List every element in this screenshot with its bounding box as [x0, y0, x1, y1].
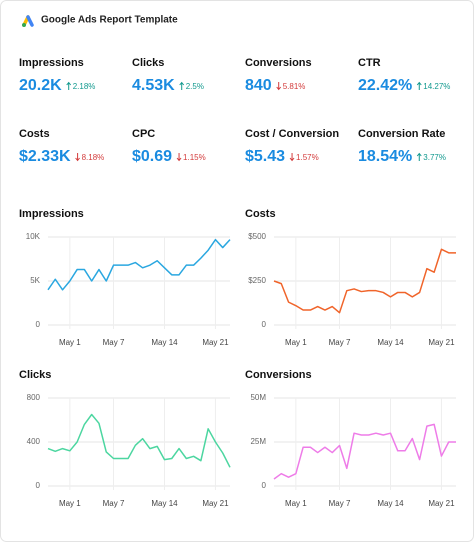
kpi-value: $2.33K [19, 148, 71, 165]
x-tick-label: May 14 [151, 499, 178, 508]
kpi-label: Cost / Conversion [245, 128, 339, 140]
x-tick-label: May 21 [202, 338, 229, 347]
change-arrow [276, 82, 282, 91]
x-tick-label: May 21 [428, 499, 455, 508]
x-tick-label: May 7 [329, 338, 351, 347]
x-tick-label: May 7 [329, 499, 351, 508]
x-tick-label: May 7 [103, 499, 125, 508]
y-tick-label: 25M [250, 437, 266, 446]
x-tick-label: May 7 [103, 338, 125, 347]
kpi-value: $0.69 [132, 148, 172, 165]
y-tick-label: 0 [262, 481, 267, 490]
line-series [47, 238, 231, 291]
kpi-change: 5.81% [283, 82, 306, 91]
kpi-value: 20.2K [19, 77, 62, 94]
change-arrow [289, 153, 295, 162]
x-tick-label: May 1 [59, 499, 81, 508]
change-arrow [179, 81, 185, 90]
logo [22, 15, 34, 27]
kpi-label: Clicks [132, 57, 164, 69]
kpi-value: 22.42% [358, 77, 412, 94]
kpi-change: 14.27% [423, 82, 450, 91]
chart-title: Clicks [19, 369, 51, 381]
line-series [273, 423, 456, 480]
kpi-change: 2.5% [186, 82, 204, 91]
kpi-label: CPC [132, 128, 155, 140]
kpi-label: Conversions [245, 57, 312, 69]
change-arrow [66, 81, 72, 90]
change-arrow [75, 153, 80, 162]
kpi-value: 18.54% [358, 148, 412, 165]
kpi-label: Costs [19, 128, 50, 140]
y-tick-label: $500 [248, 232, 266, 241]
kpi-change: 1.15% [183, 153, 206, 162]
change-arrow [176, 153, 182, 162]
kpi-label: Conversion Rate [358, 128, 445, 140]
y-tick-label: 0 [36, 320, 41, 329]
change-arrow [416, 81, 422, 90]
chart-title: Costs [245, 208, 276, 220]
y-tick-label: 800 [27, 393, 41, 402]
x-tick-label: May 1 [59, 338, 81, 347]
x-tick-label: May 21 [428, 338, 455, 347]
kpi-value: 4.53K [132, 77, 175, 94]
kpi-label: CTR [358, 57, 381, 69]
y-tick-label: 0 [262, 320, 267, 329]
kpi-change: 3.77% [423, 153, 446, 162]
chart-title: Conversions [245, 369, 312, 381]
x-tick-label: May 14 [377, 499, 404, 508]
y-tick-label: 400 [27, 437, 41, 446]
y-tick-label: 5K [30, 276, 40, 285]
x-tick-label: May 1 [285, 338, 307, 347]
kpi-change: 8.18% [82, 153, 105, 162]
y-tick-label: $250 [248, 276, 266, 285]
header-title: Google Ads Report Template [41, 15, 178, 26]
kpi-change: 1.57% [296, 153, 319, 162]
kpi-value: 840 [245, 77, 272, 94]
x-tick-label: May 21 [202, 499, 229, 508]
line-series [47, 413, 231, 468]
chart-title: Impressions [19, 208, 84, 220]
x-tick-label: May 14 [151, 338, 178, 347]
x-tick-label: May 1 [285, 499, 307, 508]
kpi-label: Impressions [19, 57, 84, 69]
x-tick-label: May 14 [377, 338, 404, 347]
y-tick-label: 50M [250, 393, 266, 402]
kpi-change: 2.18% [73, 82, 96, 91]
y-tick-label: 10K [26, 232, 41, 241]
line-series [273, 248, 456, 314]
y-tick-label: 0 [36, 481, 41, 490]
change-arrow [416, 152, 422, 161]
kpi-value: $5.43 [245, 148, 285, 165]
